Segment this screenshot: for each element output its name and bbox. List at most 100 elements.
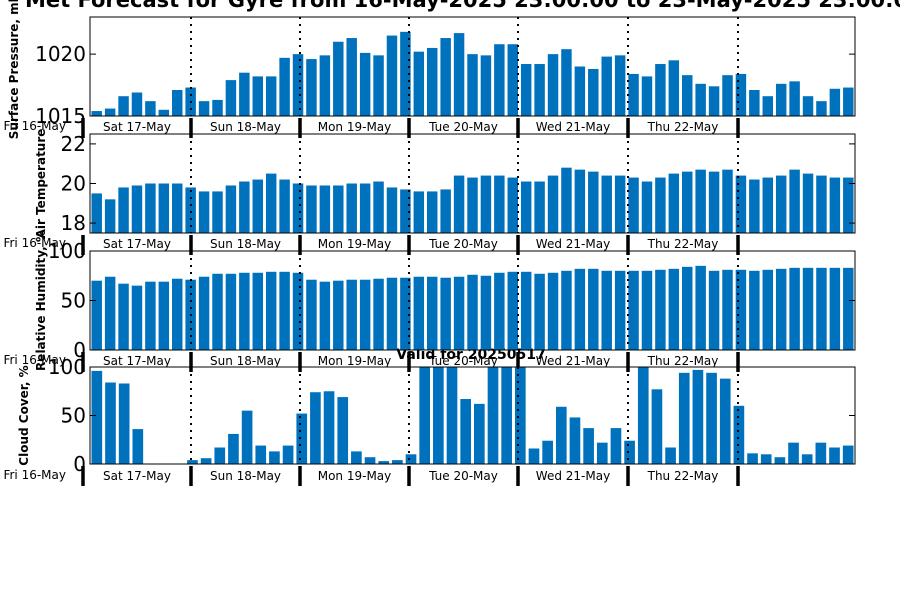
- bar: [480, 275, 492, 350]
- bar: [628, 270, 639, 350]
- day-label: Mon 19-May: [318, 469, 392, 483]
- y-tick-label: 50: [61, 404, 86, 428]
- bar: [306, 59, 317, 116]
- bar: [323, 391, 335, 464]
- bar: [239, 181, 250, 233]
- bar: [91, 111, 102, 116]
- bar: [265, 173, 277, 233]
- y-tick-label: 1020: [35, 42, 86, 66]
- bar: [187, 460, 198, 464]
- bar: [292, 54, 304, 117]
- bar: [400, 277, 411, 350]
- axes-frame: [89, 16, 856, 117]
- bar: [708, 86, 720, 116]
- bar: [534, 273, 545, 350]
- bar: [467, 177, 478, 233]
- bar: [118, 283, 129, 350]
- bar: [373, 55, 384, 116]
- y-tick-label: 100: [48, 355, 86, 379]
- bar: [279, 57, 290, 116]
- bar: [212, 191, 223, 233]
- bar: [655, 64, 666, 116]
- bar: [789, 81, 800, 116]
- bar: [788, 442, 799, 464]
- bar: [775, 268, 787, 350]
- bar: [655, 177, 666, 233]
- bar: [601, 175, 612, 233]
- bar: [520, 181, 532, 233]
- y-tick-label: 1015: [35, 104, 86, 128]
- bar: [282, 445, 294, 464]
- day-label: Thu 22-May: [647, 354, 719, 368]
- bar: [172, 278, 183, 350]
- bar: [198, 276, 210, 350]
- bar: [405, 454, 417, 464]
- bar: [419, 367, 431, 464]
- bar: [561, 270, 572, 350]
- bar: [279, 179, 290, 233]
- bar: [762, 177, 773, 233]
- bar: [708, 270, 720, 350]
- bar: [520, 271, 532, 350]
- day-label: Wed 21-May: [536, 354, 610, 368]
- bar: [547, 54, 559, 117]
- day-label: Sat 17-May: [103, 469, 171, 483]
- day-label: Sun 18-May: [210, 120, 281, 134]
- bar: [682, 171, 693, 233]
- bar: [200, 458, 212, 464]
- y-tick-label: 22: [61, 132, 86, 156]
- bar: [534, 64, 545, 116]
- bar: [265, 76, 277, 116]
- bar: [225, 273, 237, 350]
- bar: [252, 179, 263, 233]
- bar: [719, 378, 731, 464]
- bar: [692, 369, 704, 464]
- bar: [333, 41, 344, 116]
- bar: [104, 276, 116, 350]
- day-label: Sat 17-May: [103, 354, 171, 368]
- bar: [400, 189, 411, 233]
- bar: [241, 410, 253, 464]
- bar: [843, 267, 854, 350]
- bar: [843, 87, 854, 116]
- bar: [105, 382, 116, 464]
- bar: [722, 75, 733, 116]
- bar: [364, 457, 376, 464]
- figure-title: Met Forecast for Gyre from 16-May-2025 2…: [25, 0, 900, 12]
- bar: [467, 54, 478, 117]
- bar: [292, 183, 304, 233]
- bar: [601, 56, 612, 116]
- bar: [373, 181, 384, 233]
- bar: [378, 461, 390, 464]
- bar: [131, 185, 143, 233]
- bar: [542, 440, 553, 464]
- bar: [158, 281, 170, 350]
- bar: [682, 266, 693, 350]
- bar: [319, 281, 331, 350]
- bar: [802, 267, 814, 350]
- bar: [351, 451, 362, 464]
- bar: [789, 267, 800, 350]
- bar: [749, 179, 760, 233]
- bar: [319, 185, 331, 233]
- bar: [775, 175, 787, 233]
- bar: [534, 181, 545, 233]
- bar: [104, 108, 116, 116]
- bar: [386, 277, 398, 350]
- bar: [815, 442, 827, 464]
- bar: [480, 55, 492, 116]
- bar: [655, 269, 666, 350]
- bar: [118, 187, 129, 233]
- bar: [306, 279, 317, 350]
- bar: [386, 187, 398, 233]
- day-label: Mon 19-May: [318, 237, 392, 251]
- day-label: Sun 18-May: [210, 237, 281, 251]
- bar: [185, 187, 196, 233]
- bar: [843, 177, 854, 233]
- bar: [501, 367, 512, 464]
- day-label: Tue 20-May: [428, 237, 498, 251]
- bar: [427, 47, 438, 116]
